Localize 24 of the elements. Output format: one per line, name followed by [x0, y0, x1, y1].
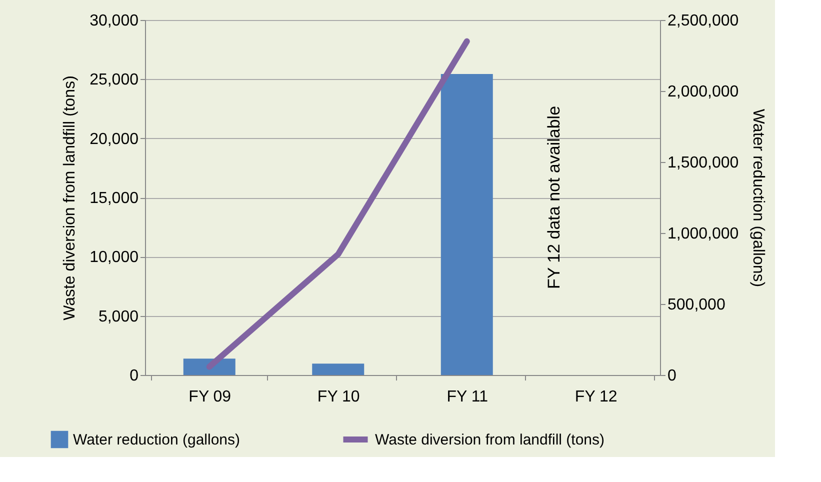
y-tick-label: 0 — [130, 368, 139, 384]
legend-label: Water reduction (gallons) — [73, 432, 240, 448]
x-tick-label: FY 09 — [188, 388, 232, 406]
y2-tick-label: 2,500,000 — [668, 12, 739, 30]
y2-tick-label: 500,000 — [668, 296, 726, 314]
y2-tick-label: 1,000,000 — [668, 226, 739, 242]
x-tick-label: FY 12 — [574, 388, 618, 406]
y2-axis-title: Water reduction (gallons) — [750, 108, 767, 288]
y-axis-title: Waste diversion from landfill (tons) — [62, 76, 79, 320]
y-tick-label: 30,000 — [90, 12, 139, 30]
y2-tick-label: 2,000,000 — [668, 84, 739, 100]
bar — [312, 364, 364, 375]
x-tick-label: FY 11 — [446, 388, 488, 406]
legend-label: Waste diversion from landfill (tons) — [375, 432, 605, 448]
y-tick-label: 5,000 — [98, 308, 139, 326]
y2-tick-label: 0 — [668, 368, 676, 384]
y-tick-label: 20,000 — [90, 130, 139, 148]
y-tick-label: 15,000 — [90, 190, 139, 207]
y-tick-label: 25,000 — [90, 72, 139, 89]
x-tick-label: FY 10 — [317, 388, 360, 406]
bar — [440, 74, 493, 375]
annotation: FY 12 data not available — [544, 106, 564, 290]
y2-tick-label: 1,500,000 — [668, 154, 739, 172]
y-tick-label: 10,000 — [90, 249, 139, 266]
